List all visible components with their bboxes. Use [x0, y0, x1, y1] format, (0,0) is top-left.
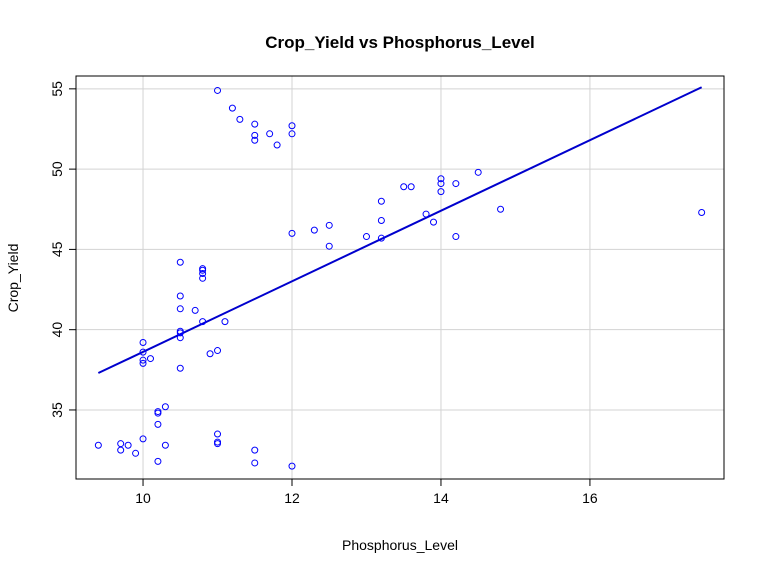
data-point	[325, 221, 333, 229]
data-point	[377, 197, 385, 205]
data-point	[117, 440, 125, 448]
data-point	[400, 183, 408, 191]
data-point	[199, 269, 207, 277]
data-point	[139, 339, 147, 347]
data-point	[191, 306, 199, 314]
data-point	[124, 441, 132, 449]
data-point	[176, 364, 184, 372]
data-point	[176, 327, 184, 335]
data-point	[176, 305, 184, 313]
data-point	[132, 449, 140, 457]
data-point	[698, 208, 706, 216]
data-point	[154, 408, 162, 416]
data-point	[430, 218, 438, 226]
data-point	[288, 122, 296, 130]
data-point	[422, 210, 430, 218]
data-point	[251, 120, 259, 128]
data-point	[214, 347, 222, 355]
data-point	[139, 359, 147, 367]
data-point	[117, 446, 125, 454]
data-point	[288, 130, 296, 138]
data-point	[176, 258, 184, 266]
data-point	[139, 435, 147, 443]
data-point	[377, 234, 385, 242]
data-point	[214, 86, 222, 94]
y-tick-label: 45	[49, 241, 65, 257]
data-point	[139, 348, 147, 356]
data-point	[407, 183, 415, 191]
data-point	[154, 457, 162, 465]
y-tick-label: 40	[49, 322, 65, 338]
data-point	[199, 265, 207, 273]
plot-frame	[75, 75, 725, 480]
data-point	[266, 130, 274, 138]
data-point	[497, 205, 505, 213]
x-tick-label: 16	[582, 490, 598, 506]
x-tick-label: 14	[433, 490, 449, 506]
data-point	[437, 180, 445, 188]
points-layer	[94, 86, 706, 470]
data-point	[221, 318, 229, 326]
regression-line-layer	[97, 86, 703, 374]
y-axis-label: Crop_Yield	[5, 244, 21, 313]
data-point	[452, 180, 460, 188]
data-point	[251, 131, 259, 139]
y-tick-label: 50	[49, 161, 65, 177]
chart-title: Crop_Yield vs Phosphorus_Level	[265, 33, 535, 52]
data-point	[362, 233, 370, 241]
x-tick-label: 10	[135, 490, 151, 506]
data-point	[154, 420, 162, 428]
x-axis: 10 12 14 16	[135, 479, 598, 506]
data-point	[161, 441, 169, 449]
data-point	[251, 446, 259, 454]
data-point	[228, 104, 236, 112]
data-point	[94, 441, 102, 449]
data-point	[452, 233, 460, 241]
data-point	[437, 175, 445, 183]
data-point	[236, 115, 244, 123]
data-point	[161, 403, 169, 411]
data-point	[273, 141, 281, 149]
data-point	[310, 226, 318, 234]
data-point	[206, 350, 214, 358]
data-point	[377, 217, 385, 225]
data-point	[146, 355, 154, 363]
data-point	[176, 292, 184, 300]
data-point	[251, 136, 259, 144]
data-point	[214, 430, 222, 438]
data-point	[288, 229, 296, 237]
data-point	[288, 462, 296, 470]
y-axis: 35 40 45 50 55	[49, 81, 76, 418]
x-axis-label: Phosphorus_Level	[342, 537, 458, 553]
data-point	[251, 459, 259, 467]
data-point	[199, 274, 207, 282]
regression-line	[97, 86, 703, 374]
y-tick-label: 35	[49, 402, 65, 418]
data-point	[437, 188, 445, 196]
data-point	[325, 242, 333, 250]
grid	[76, 76, 724, 479]
y-tick-label: 55	[49, 81, 65, 97]
data-point	[474, 168, 482, 176]
data-point	[199, 318, 207, 326]
data-point	[139, 356, 147, 364]
x-tick-label: 12	[284, 490, 300, 506]
data-point	[214, 438, 222, 446]
